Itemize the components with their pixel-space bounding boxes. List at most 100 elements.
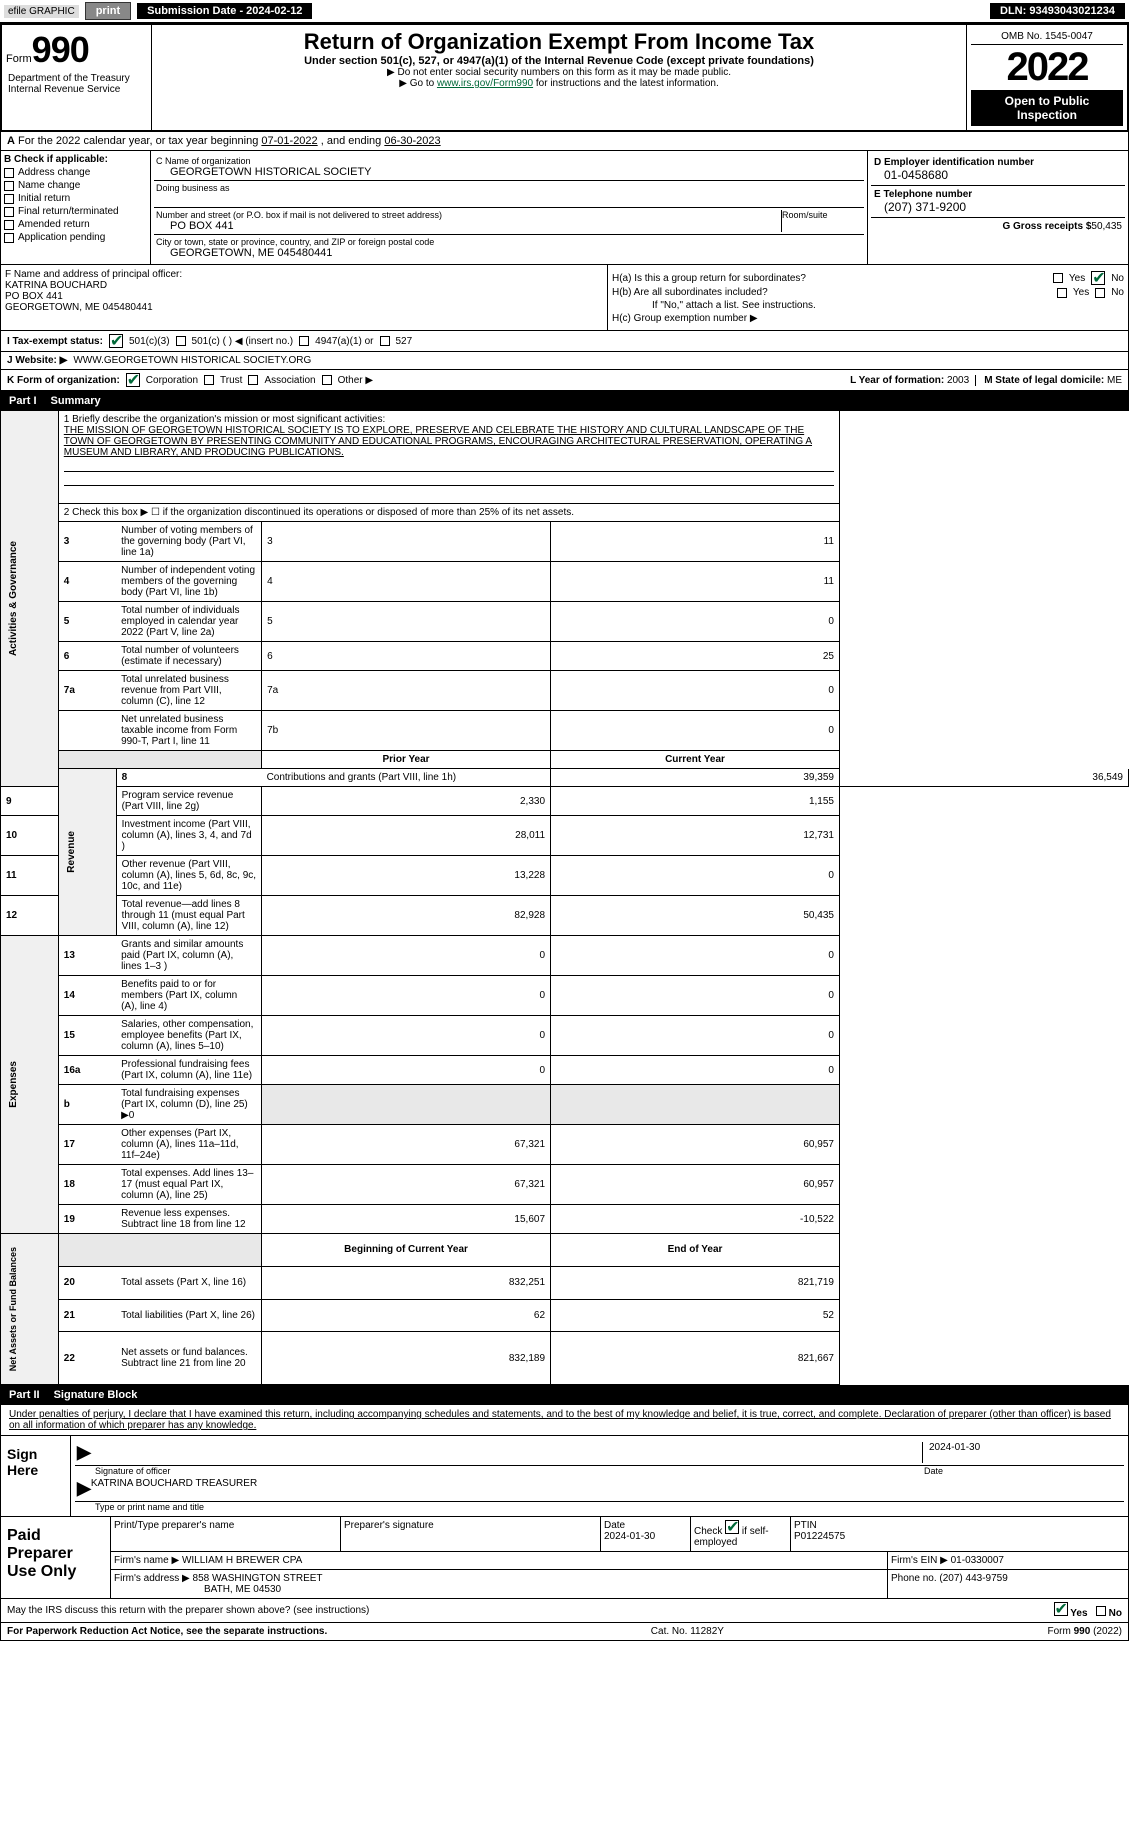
dept-treasury: Department of the Treasury Internal Reve…	[6, 71, 147, 97]
check-app-pending[interactable]: Application pending	[4, 232, 147, 243]
line12-prior: 82,928	[262, 896, 551, 936]
line7b-desc: Net unrelated business taxable income fr…	[116, 711, 262, 751]
line12-current: 50,435	[551, 896, 840, 936]
part1-number: Part I	[9, 395, 37, 407]
line15-current: 0	[551, 1016, 840, 1056]
h-b-label: H(b) Are all subordinates included?	[612, 287, 1051, 298]
line18-prior: 67,321	[262, 1165, 551, 1205]
officer-addr1: PO BOX 441	[5, 291, 603, 302]
topbar: efile GRAPHIC print Submission Date - 20…	[0, 0, 1129, 23]
m-label: M State of legal domicile:	[984, 375, 1104, 386]
k-label: K Form of organization:	[7, 375, 120, 386]
website-row: J Website: ▶ WWW.GEORGETOWN HISTORICAL S…	[0, 352, 1129, 370]
line4-desc: Number of independent voting members of …	[116, 562, 262, 602]
check-address-change[interactable]: Address change	[4, 167, 147, 178]
signer-name-label: Type or print name and title	[75, 1502, 1124, 1512]
line20-current: 821,719	[551, 1266, 840, 1299]
line13-prior: 0	[262, 936, 551, 976]
k-other-checkbox[interactable]	[322, 375, 332, 385]
discuss-no-checkbox[interactable]	[1096, 1606, 1106, 1616]
prep-phone-label: Phone no.	[891, 1573, 937, 1584]
discuss-label: May the IRS discuss this return with the…	[7, 1605, 369, 1616]
phone-value: (207) 371-9200	[874, 200, 1122, 214]
open-public-badge: Open to Public Inspection	[971, 90, 1123, 126]
status-501c-checkbox[interactable]	[176, 336, 186, 346]
hb-yes-checkbox[interactable]	[1057, 288, 1067, 298]
line10-desc: Investment income (Part VIII, column (A)…	[116, 816, 262, 856]
sign-here-label: Sign Here	[1, 1436, 71, 1516]
line20-prior: 832,251	[262, 1266, 551, 1299]
line6-value: 25	[551, 642, 840, 671]
page-footer: For Paperwork Reduction Act Notice, see …	[0, 1623, 1129, 1641]
h-c-label: H(c) Group exemption number ▶	[612, 313, 758, 324]
status-527-checkbox[interactable]	[380, 336, 390, 346]
tax-status-row: I Tax-exempt status: 501(c)(3) 501(c) ( …	[0, 331, 1129, 352]
prep-sig-label: Preparer's signature	[341, 1517, 601, 1551]
check-initial-return[interactable]: Initial return	[4, 193, 147, 204]
k-assoc-checkbox[interactable]	[248, 375, 258, 385]
line14-desc: Benefits paid to or for members (Part IX…	[116, 976, 262, 1016]
line5-value: 0	[551, 602, 840, 642]
line22-desc: Net assets or fund balances. Subtract li…	[116, 1332, 262, 1385]
k-corp-checkbox[interactable]	[126, 373, 140, 387]
ha-no-checkbox[interactable]	[1091, 271, 1105, 285]
line10-prior: 28,011	[262, 816, 551, 856]
ha-yes-checkbox[interactable]	[1053, 273, 1063, 283]
prep-name-label: Print/Type preparer's name	[111, 1517, 341, 1551]
check-amended-return[interactable]: Amended return	[4, 219, 147, 230]
line21-prior: 62	[262, 1299, 551, 1332]
fgh-block: F Name and address of principal officer:…	[0, 265, 1129, 331]
line18-current: 60,957	[551, 1165, 840, 1205]
firm-name-label: Firm's name ▶	[114, 1555, 179, 1566]
check-final-return[interactable]: Final return/terminated	[4, 206, 147, 217]
h-b-note: If "No," attach a list. See instructions…	[612, 300, 1124, 311]
form-number-block: Form 990	[6, 29, 147, 71]
firm-addr1: 858 WASHINGTON STREET	[193, 1573, 323, 1584]
line17-current: 60,957	[551, 1125, 840, 1165]
form-footer: Form 990 (2022)	[1048, 1626, 1122, 1637]
k-trust-checkbox[interactable]	[204, 375, 214, 385]
part1-header: Part I Summary	[0, 391, 1129, 411]
form-title: Return of Organization Exempt From Incom…	[156, 29, 962, 55]
firm-addr-label: Firm's address ▶	[114, 1573, 190, 1584]
irs-link[interactable]: www.irs.gov/Form990	[437, 78, 533, 89]
i-label: I Tax-exempt status:	[7, 336, 103, 347]
line16a-current: 0	[551, 1056, 840, 1085]
line21-desc: Total liabilities (Part X, line 26)	[116, 1299, 262, 1332]
line19-desc: Revenue less expenses. Subtract line 18 …	[116, 1205, 262, 1234]
hb-no-checkbox[interactable]	[1095, 288, 1105, 298]
city-label: City or town, state or province, country…	[156, 237, 862, 247]
pra-notice: For Paperwork Reduction Act Notice, see …	[7, 1626, 327, 1637]
line19-prior: 15,607	[262, 1205, 551, 1234]
tax-year: 2022	[971, 45, 1123, 90]
h-a-label: H(a) Is this a group return for subordin…	[612, 273, 1047, 284]
line19-current: -10,522	[551, 1205, 840, 1234]
sign-date: 2024-01-30	[922, 1442, 1122, 1463]
addr-label: Number and street (or P.O. box if mail i…	[156, 210, 781, 220]
line18-desc: Total expenses. Add lines 13–17 (must eq…	[116, 1165, 262, 1205]
status-4947-checkbox[interactable]	[299, 336, 309, 346]
entity-block: B Check if applicable: Address change Na…	[0, 151, 1129, 265]
check-name-change[interactable]: Name change	[4, 180, 147, 191]
form-number: 990	[32, 29, 89, 71]
line11-prior: 13,228	[262, 856, 551, 896]
line15-desc: Salaries, other compensation, employee b…	[116, 1016, 262, 1056]
dln-number: DLN: 93493043021234	[990, 3, 1125, 19]
discuss-yes-checkbox[interactable]	[1054, 1602, 1068, 1616]
sig-date-label: Date	[924, 1466, 1124, 1476]
line5-desc: Total number of individuals employed in …	[116, 602, 262, 642]
line21-current: 52	[551, 1299, 840, 1332]
status-501c3-checkbox[interactable]	[109, 334, 123, 348]
signature-block: Sign Here ▶ 2024-01-30 Signature of offi…	[0, 1436, 1129, 1517]
current-year-header: Current Year	[551, 751, 840, 769]
line7a-desc: Total unrelated business revenue from Pa…	[116, 671, 262, 711]
arrow-icon: ▶	[77, 1478, 91, 1499]
expenses-side-label: Expenses	[6, 1051, 21, 1118]
ein-label: D Employer identification number	[874, 157, 1122, 168]
self-employed-checkbox[interactable]	[725, 1520, 739, 1534]
line3-desc: Number of voting members of the governin…	[116, 522, 262, 562]
line17-prior: 67,321	[262, 1125, 551, 1165]
dba-label: Doing business as	[156, 183, 862, 193]
line22-current: 821,667	[551, 1332, 840, 1385]
print-button[interactable]: print	[85, 2, 131, 20]
